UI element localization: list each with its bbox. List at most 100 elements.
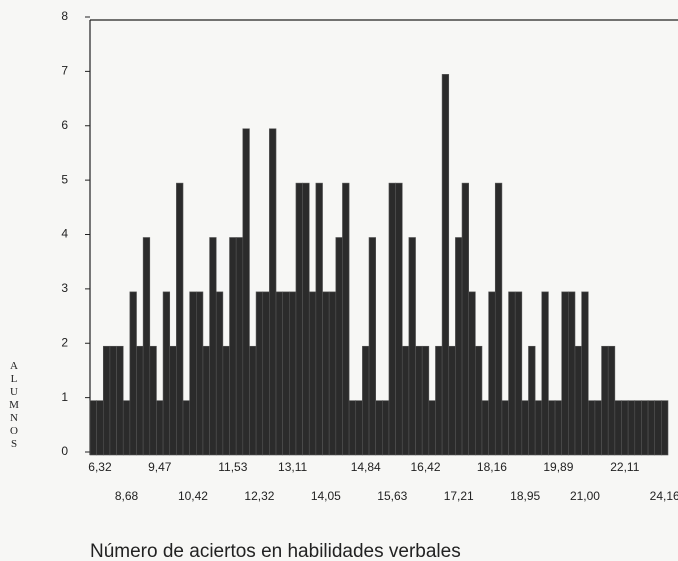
bar	[222, 345, 230, 456]
bar	[195, 291, 204, 456]
bar	[574, 345, 582, 456]
bar	[328, 291, 337, 456]
x-tick-label: 22,11	[610, 460, 639, 474]
bar	[182, 400, 190, 456]
bar	[382, 400, 390, 456]
bar	[601, 345, 609, 456]
bar	[169, 345, 177, 456]
bar	[102, 345, 111, 456]
bar	[136, 345, 144, 456]
bar	[302, 182, 310, 456]
bar	[308, 291, 317, 456]
y-tick-label: 0	[61, 444, 68, 458]
bar	[96, 400, 104, 456]
bar	[322, 291, 330, 456]
x-tick-label: 9,47	[148, 460, 172, 474]
bar	[89, 400, 97, 456]
bar	[375, 400, 383, 456]
bar	[282, 291, 290, 456]
bar	[441, 74, 450, 456]
bar	[142, 237, 151, 456]
bar	[634, 400, 642, 456]
bar	[488, 291, 496, 456]
bar	[647, 400, 656, 456]
bar	[561, 291, 569, 456]
bar	[289, 291, 297, 456]
bar	[614, 400, 622, 456]
bar	[362, 345, 370, 456]
bar	[508, 291, 516, 456]
x-tick-label: 14,05	[311, 489, 341, 503]
x-tick-label: 18,95	[510, 489, 540, 503]
bar	[242, 128, 250, 456]
bar	[348, 400, 357, 456]
x-tick-label: 16,42	[410, 460, 440, 474]
bar	[202, 345, 210, 456]
x-tick-label: 19,89	[543, 460, 573, 474]
bar	[189, 291, 197, 456]
bar	[621, 400, 629, 456]
y-tick-label: 2	[61, 335, 68, 349]
bar	[315, 182, 323, 456]
bar	[514, 291, 523, 456]
bar	[501, 400, 509, 456]
bar	[481, 400, 489, 456]
bar	[435, 345, 443, 456]
bar	[109, 345, 117, 456]
bar	[395, 182, 403, 456]
x-axis-title: Número de aciertos en habilidades verbal…	[90, 541, 461, 561]
bar	[534, 400, 543, 456]
bar	[162, 291, 171, 456]
y-tick-label: 6	[61, 118, 68, 132]
x-tick-label: 17,21	[444, 489, 474, 503]
x-tick-label: 14,84	[351, 460, 381, 474]
bar	[215, 291, 224, 456]
bar	[627, 400, 636, 456]
x-tick-label: 13,11	[278, 460, 307, 474]
bar	[275, 291, 283, 456]
bar	[176, 182, 184, 456]
bar	[455, 237, 463, 456]
bar	[355, 400, 363, 456]
x-tick-label: 6,32	[88, 460, 112, 474]
x-tick-label: 18,16	[477, 460, 507, 474]
bar	[468, 291, 476, 456]
bar	[587, 400, 596, 456]
x-tick-label: 10,42	[178, 489, 208, 503]
bar	[541, 291, 549, 456]
bar	[368, 237, 376, 456]
bar	[388, 182, 396, 456]
bar	[295, 182, 303, 456]
y-axis-title: ALUMNOS	[8, 360, 20, 451]
y-tick-label: 3	[61, 281, 68, 295]
bar	[475, 345, 483, 456]
x-tick-label: 12,32	[244, 489, 274, 503]
bar	[342, 182, 350, 456]
x-tick-label: 11,53	[218, 460, 247, 474]
bar	[421, 345, 430, 456]
bar	[607, 345, 616, 456]
x-tick-label: 24,16	[650, 489, 678, 503]
bar	[494, 182, 503, 456]
bar	[661, 400, 669, 456]
x-tick-label: 8,68	[115, 489, 139, 503]
bar	[149, 345, 157, 456]
bar	[568, 291, 576, 456]
bar	[408, 237, 416, 456]
x-tick-label: 15,63	[377, 489, 407, 503]
bar	[415, 345, 423, 456]
y-tick-label: 4	[61, 227, 68, 241]
bar	[129, 291, 137, 456]
bar	[548, 400, 556, 456]
bar	[116, 345, 124, 456]
bar	[581, 291, 589, 456]
y-tick-label: 5	[61, 172, 68, 186]
bar	[521, 400, 529, 456]
bar	[654, 400, 662, 456]
bar	[255, 291, 264, 456]
bar	[156, 400, 164, 456]
bar	[401, 345, 410, 456]
bar	[448, 345, 456, 456]
